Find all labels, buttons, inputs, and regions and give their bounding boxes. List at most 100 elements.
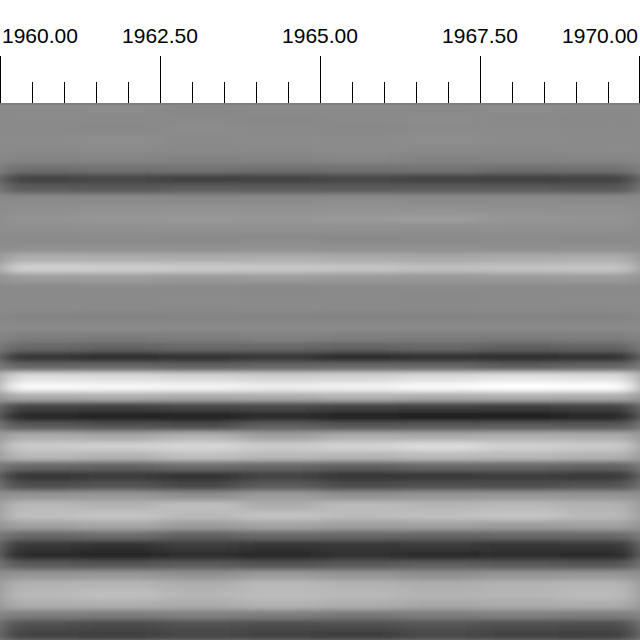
cell [80, 194, 161, 205]
cell [560, 322, 640, 333]
cell [480, 322, 561, 333]
cell [480, 174, 561, 185]
cell [320, 213, 401, 224]
cell [480, 303, 561, 314]
cell [160, 461, 241, 472]
cell [400, 352, 481, 363]
cell [0, 471, 81, 482]
cell [320, 263, 401, 274]
cell [0, 451, 81, 462]
cell [240, 194, 321, 205]
cell [320, 481, 401, 492]
cell [480, 213, 561, 224]
cell [320, 550, 401, 561]
cell [0, 560, 81, 571]
cell [80, 501, 161, 512]
cell [320, 253, 401, 264]
plot-area [0, 105, 640, 640]
cell [80, 471, 161, 482]
cell [400, 134, 481, 145]
cell [160, 253, 241, 264]
cell [480, 630, 561, 640]
cell [400, 233, 481, 244]
cell [0, 580, 81, 591]
cell [80, 342, 161, 353]
cell [320, 352, 401, 363]
cell [80, 630, 161, 640]
cell [160, 540, 241, 551]
cell [240, 402, 321, 413]
cell [560, 134, 640, 145]
cell [160, 342, 241, 353]
cell [80, 600, 161, 611]
cell [400, 253, 481, 264]
cell [480, 313, 561, 324]
cell [560, 382, 640, 393]
x-axis-line [0, 104, 640, 105]
cell [240, 422, 321, 433]
cell [0, 144, 81, 155]
cell [560, 332, 640, 343]
cell [160, 620, 241, 631]
cell [400, 580, 481, 591]
cell [480, 451, 561, 462]
cell [80, 352, 161, 363]
cell [560, 253, 640, 264]
cell [160, 194, 241, 205]
cell [320, 342, 401, 353]
cell [0, 124, 81, 135]
cell [80, 431, 161, 442]
cell [400, 144, 481, 155]
cell [160, 352, 241, 363]
cell [560, 352, 640, 363]
cell [0, 174, 81, 185]
plot-background [0, 105, 640, 640]
cell [400, 213, 481, 224]
cell [160, 174, 241, 185]
cell [80, 491, 161, 502]
cell [80, 223, 161, 234]
cell [480, 134, 561, 145]
cell [240, 332, 321, 343]
cell [480, 332, 561, 343]
cell [560, 243, 640, 254]
cell [0, 590, 81, 601]
cell [400, 501, 481, 512]
cell [160, 402, 241, 413]
cell [80, 313, 161, 324]
cell [400, 382, 481, 393]
cell [320, 521, 401, 532]
cell [320, 451, 401, 462]
tick-label: 1970.00 [562, 24, 638, 47]
cell [240, 342, 321, 353]
cell [0, 233, 81, 244]
cell [240, 431, 321, 442]
minor-tick [416, 82, 417, 103]
cell [0, 213, 81, 224]
cell [240, 461, 321, 472]
minor-tick [576, 82, 577, 103]
cell [480, 382, 561, 393]
cell [0, 134, 81, 145]
cell [80, 481, 161, 492]
cell [320, 620, 401, 631]
cell [320, 412, 401, 423]
chart: 1960.001962.501965.001967.501970.00 [0, 0, 640, 640]
cell [80, 362, 161, 373]
cell [560, 540, 640, 551]
major-tick [160, 56, 161, 103]
cell [160, 441, 241, 452]
cell [400, 600, 481, 611]
cell [240, 124, 321, 135]
cell [560, 511, 640, 522]
cell [80, 322, 161, 333]
cell [400, 481, 481, 492]
cell [0, 223, 81, 234]
cell [0, 392, 81, 403]
cell [80, 461, 161, 472]
cell [560, 441, 640, 452]
cell [320, 471, 401, 482]
tick-label: 1965.00 [282, 24, 358, 47]
cell [240, 352, 321, 363]
cell [320, 422, 401, 433]
